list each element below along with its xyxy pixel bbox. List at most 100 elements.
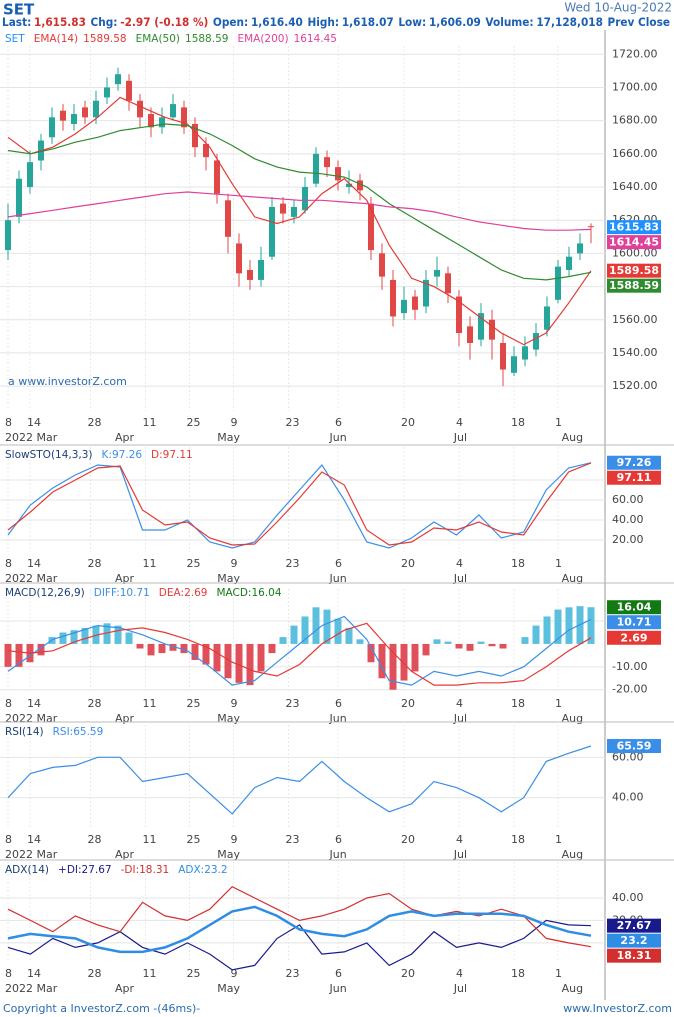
stats-line: Last:1,615.83Chg:-2.97 (-0.18 %)Open:1,6…: [2, 15, 670, 29]
value-box: [607, 630, 661, 645]
histogram-bar: [169, 643, 177, 651]
indicator-line: [7, 905, 592, 954]
legend-name: ADX:: [178, 864, 204, 876]
x-tick-label: 25: [187, 967, 201, 980]
x-tick-label: 25: [187, 697, 201, 710]
candle-body: [456, 296, 462, 334]
histogram-bar: [565, 607, 573, 644]
legend-name: -DI:: [121, 864, 140, 876]
legend-value: 16.04: [251, 587, 281, 599]
candle-body: [60, 110, 66, 121]
candle-body: [335, 167, 341, 181]
x-tick-label: 8: [5, 833, 12, 846]
histogram-bar: [499, 643, 507, 649]
value-box-label: 65.59: [617, 740, 652, 753]
histogram-bar: [444, 641, 452, 644]
histogram-bar: [488, 643, 496, 647]
legend-name: EMA(200): [237, 33, 288, 45]
x-tick-label: 28: [88, 416, 102, 429]
indicator-line: [7, 462, 592, 549]
candle-body: [247, 269, 253, 280]
legend-name: K:: [102, 449, 112, 461]
y-tick-label: 1640.00: [612, 180, 658, 193]
legend-value: 65.59: [73, 726, 103, 738]
x-tick-label: 11: [143, 967, 157, 980]
x-tick-label: 18: [511, 557, 525, 570]
value-box: [607, 933, 661, 948]
candle-body: [467, 326, 473, 343]
y-tick-label: -10.00: [612, 660, 647, 673]
candle-body: [291, 206, 297, 217]
histogram-bar: [103, 623, 111, 644]
x-tick-label: 18: [511, 697, 525, 710]
candle-body: [511, 356, 517, 373]
histogram-bar: [334, 618, 342, 644]
month-label: Aug: [562, 431, 583, 444]
stat-label: Open:: [213, 15, 248, 29]
legend-name: EMA(50): [136, 33, 180, 45]
candle-body: [148, 114, 154, 128]
candle-body: [368, 203, 374, 251]
candle-body: [93, 100, 99, 118]
month-label: Jul: [453, 848, 467, 861]
stat-value: 1,616.40: [251, 15, 303, 29]
y-tick-label: 1660.00: [612, 147, 658, 160]
histogram-bar: [323, 609, 331, 644]
value-box-label: 2.69: [620, 631, 647, 644]
month-label: May: [217, 848, 240, 861]
histogram-bar: [279, 637, 287, 644]
x-tick-label: 23: [286, 967, 300, 980]
legend: ADX(14) +DI:27.67 -DI:18.31 ADX:23.2: [5, 864, 228, 876]
candle-body: [115, 74, 121, 85]
candle-body: [269, 206, 275, 257]
candle-body: [544, 306, 550, 330]
month-label: Jul: [453, 982, 467, 995]
value-box: [607, 470, 661, 485]
legend-name: SET: [5, 33, 25, 45]
value-box: [607, 918, 661, 933]
legend-name: DIFF:: [94, 587, 120, 599]
value-box-label: 1614.45: [609, 236, 659, 249]
x-tick-label: 20: [401, 697, 415, 710]
legend: SlowSTO(14,3,3) K:97.26 D:97.11: [5, 449, 193, 461]
indicator-line: [7, 191, 592, 231]
legend-value: 2.69: [184, 587, 207, 599]
month-label: Jul: [453, 712, 467, 725]
legend-value: 27.67: [82, 864, 112, 876]
histogram-bar: [301, 616, 309, 644]
month-label: Apr: [115, 431, 135, 444]
value-box: [607, 948, 661, 963]
stat-label: High:: [307, 15, 339, 29]
candle-body: [533, 333, 539, 350]
candle-body: [5, 220, 11, 251]
month-label: May: [217, 982, 240, 995]
histogram-bar: [246, 643, 254, 686]
candle-body: [500, 342, 506, 370]
histogram-bar: [433, 639, 441, 644]
stat-value: 17,128,018: [536, 15, 603, 29]
x-tick-label: 14: [27, 557, 41, 570]
value-box-label: 23.2: [620, 934, 647, 947]
month-label: Jun: [329, 572, 347, 585]
x-tick-label: 4: [456, 557, 463, 570]
y-tick-label: 1560.00: [612, 313, 658, 326]
footer-left: Copyright a InvestorZ.com -(46ms)-: [3, 1002, 200, 1015]
month-label: Jun: [329, 982, 347, 995]
histogram-bar: [543, 616, 551, 644]
histogram-bar: [356, 639, 364, 644]
histogram-bar: [400, 643, 408, 681]
symbol: SET: [3, 1, 35, 19]
x-tick-label: 23: [286, 833, 300, 846]
legend: SET EMA(14) 1589.58 EMA(50) 1588.59 EMA(200) 1…: [5, 33, 337, 45]
candle-body: [302, 187, 308, 211]
x-tick-label: 25: [187, 416, 201, 429]
histogram-bar: [147, 643, 155, 656]
value-box: [607, 455, 661, 470]
candle-body: [434, 269, 440, 277]
x-tick-label: 18: [511, 967, 525, 980]
legend: RSI(14) RSI:65.59: [5, 726, 103, 738]
indicator-title: SlowSTO(14,3,3): [5, 449, 93, 461]
candle-body: [313, 153, 319, 184]
x-tick-label: 9: [231, 557, 238, 570]
legend-value: 1589.58: [83, 33, 126, 45]
